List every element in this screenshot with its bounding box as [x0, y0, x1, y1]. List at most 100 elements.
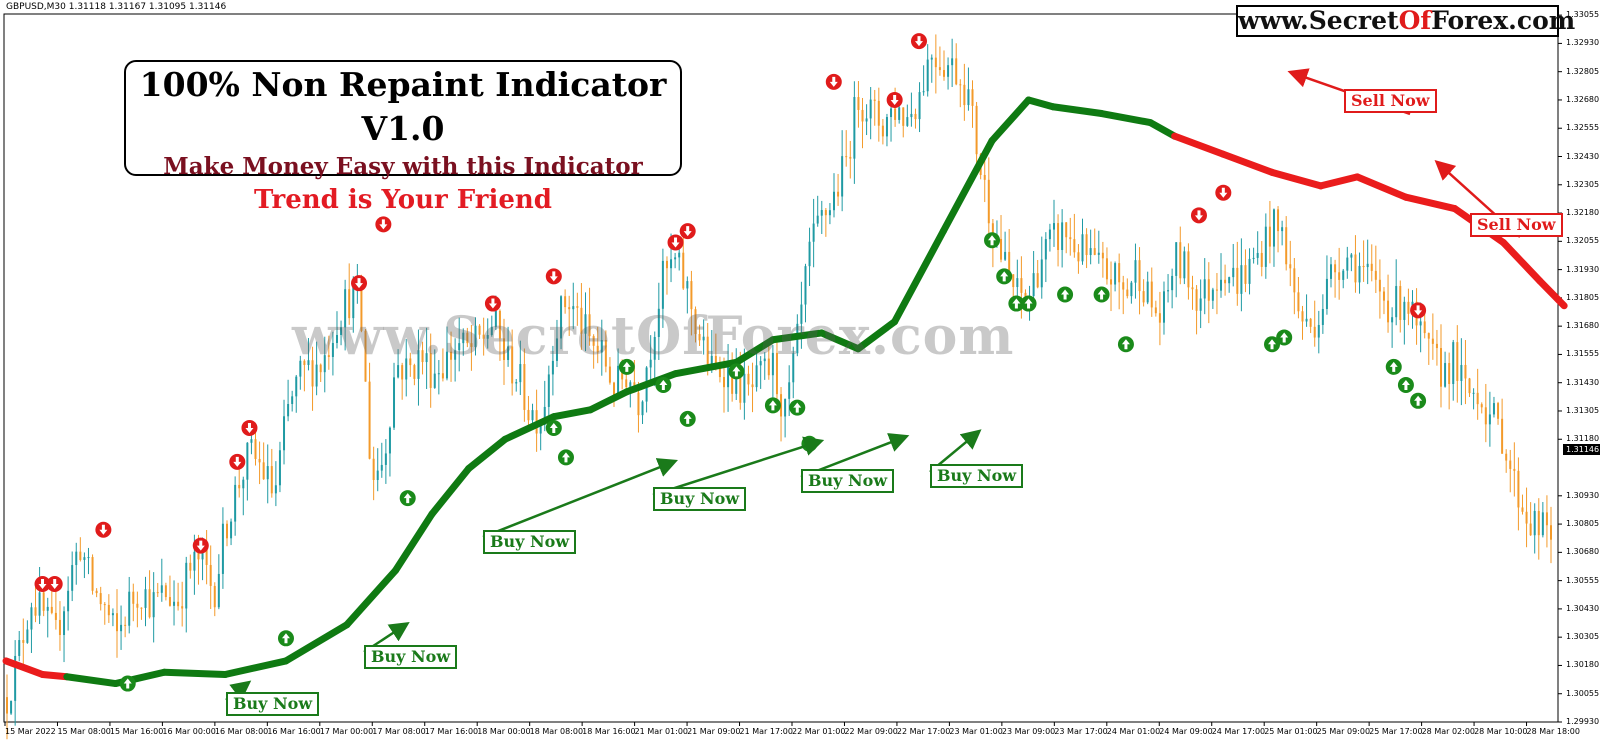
- candle-body: [560, 296, 563, 339]
- candle-body: [1012, 274, 1015, 288]
- trend-segment: [1171, 132, 1227, 158]
- buy-arrow-icon: [996, 268, 1013, 285]
- candle-body: [1395, 286, 1398, 318]
- candle-body: [723, 377, 726, 388]
- candle-body: [951, 58, 954, 66]
- price-tick-label: 1.30055: [1566, 688, 1600, 698]
- candle-body: [168, 597, 171, 606]
- candle-body: [600, 340, 603, 353]
- sell-arrow-icon: [95, 521, 112, 538]
- trend-segment: [769, 329, 826, 344]
- buy-arrow-icon: [399, 490, 416, 507]
- candle-body: [18, 640, 21, 656]
- price-tick-label: 1.30555: [1566, 575, 1600, 585]
- candle-body: [1444, 363, 1447, 387]
- time-tick-label: 17 Mar 00:00: [319, 727, 374, 736]
- price-tick-label: 1.30930: [1566, 490, 1600, 500]
- candle-body: [1077, 252, 1080, 262]
- candle-body: [437, 373, 440, 375]
- price-tick-label: 1.30680: [1566, 547, 1600, 557]
- candle-body: [234, 484, 237, 522]
- price-tick-label: 1.32555: [1566, 123, 1600, 133]
- candle-body: [824, 210, 827, 216]
- trend-segment: [160, 668, 229, 678]
- candle-body: [608, 366, 611, 383]
- price-tick-label: 1.31555: [1566, 349, 1600, 359]
- candle-body: [1346, 257, 1349, 271]
- candle-body: [1057, 223, 1060, 251]
- candle-body: [1097, 252, 1100, 255]
- time-tick-label: 18 Mar 16:00: [582, 727, 636, 736]
- candle-body: [1370, 263, 1373, 271]
- time-tick-label: 16 Mar 16:00: [267, 727, 321, 736]
- time-tick-label: 17 Mar 16:00: [424, 727, 479, 736]
- trend-segment: [501, 413, 558, 443]
- candle-body: [494, 310, 497, 327]
- candle-body: [780, 394, 783, 417]
- candle-body: [653, 337, 656, 360]
- candle-body: [580, 307, 583, 334]
- price-tick-label: 1.31305: [1566, 405, 1600, 415]
- candle-body: [1252, 257, 1255, 259]
- trend-segment: [1146, 119, 1179, 140]
- candle-body: [812, 223, 815, 242]
- candle-body: [409, 358, 412, 366]
- candle-body: [441, 373, 444, 379]
- candle-body: [1061, 222, 1064, 251]
- candle-body: [1403, 301, 1406, 320]
- candle-body: [1101, 252, 1104, 259]
- candle-body: [890, 108, 893, 118]
- price-tick-label: 1.32305: [1566, 179, 1600, 189]
- candle-body: [739, 365, 742, 403]
- time-tick-label: 28 Mar 02:00: [1421, 727, 1476, 736]
- candle-body: [1550, 525, 1552, 540]
- candle-body: [828, 210, 831, 216]
- candle-body: [246, 442, 249, 480]
- candle-body: [1191, 287, 1194, 290]
- candle-body: [955, 58, 958, 85]
- buy-now-label: Buy Now: [483, 530, 577, 554]
- candle-body: [1431, 338, 1434, 344]
- candle-body: [103, 604, 106, 606]
- trend-segment: [1402, 193, 1459, 213]
- candle-body: [792, 353, 795, 383]
- candle-body: [1187, 251, 1190, 288]
- price-tick-label: 1.31680: [1566, 321, 1600, 331]
- down-arrow-glyph: [914, 36, 923, 47]
- candle-body: [136, 603, 139, 608]
- candle-body: [478, 325, 481, 335]
- candle-body: [1220, 279, 1223, 291]
- candle-body: [1248, 258, 1251, 284]
- candle-body: [372, 458, 375, 481]
- trend-segment: [672, 358, 740, 378]
- time-tick-label: 23 Mar 01:00: [949, 727, 1003, 736]
- trend-segment: [221, 657, 290, 678]
- trend-segment: [1317, 173, 1361, 190]
- sell-arrow-icon: [229, 453, 246, 470]
- sell-arrow-icon: [241, 419, 258, 436]
- candle-body: [747, 373, 750, 385]
- candle-body: [1032, 273, 1035, 297]
- brand-prefix: www.Secret: [1238, 6, 1399, 35]
- up-arrow-glyph: [768, 400, 777, 411]
- candle-body: [1427, 333, 1430, 339]
- sell-arrow-icon: [545, 268, 562, 285]
- candle-body: [474, 325, 477, 347]
- candle-body: [1330, 264, 1333, 279]
- candle-body: [291, 396, 294, 404]
- up-arrow-glyph: [1414, 395, 1423, 406]
- candle-body: [690, 281, 693, 310]
- candle-body: [1301, 311, 1304, 322]
- up-arrow-glyph: [1268, 339, 1277, 350]
- down-arrow-glyph: [671, 237, 680, 248]
- candle-body: [1313, 326, 1316, 338]
- candle-body: [140, 607, 143, 609]
- price-tick-label: 1.32805: [1566, 66, 1600, 76]
- candle-body: [849, 156, 852, 159]
- price-tick-label: 1.30430: [1566, 603, 1600, 613]
- candle-body: [1162, 291, 1165, 323]
- candle-body: [327, 355, 330, 357]
- candle-body: [714, 355, 717, 364]
- candle-body: [181, 606, 184, 609]
- candle-body: [14, 655, 17, 701]
